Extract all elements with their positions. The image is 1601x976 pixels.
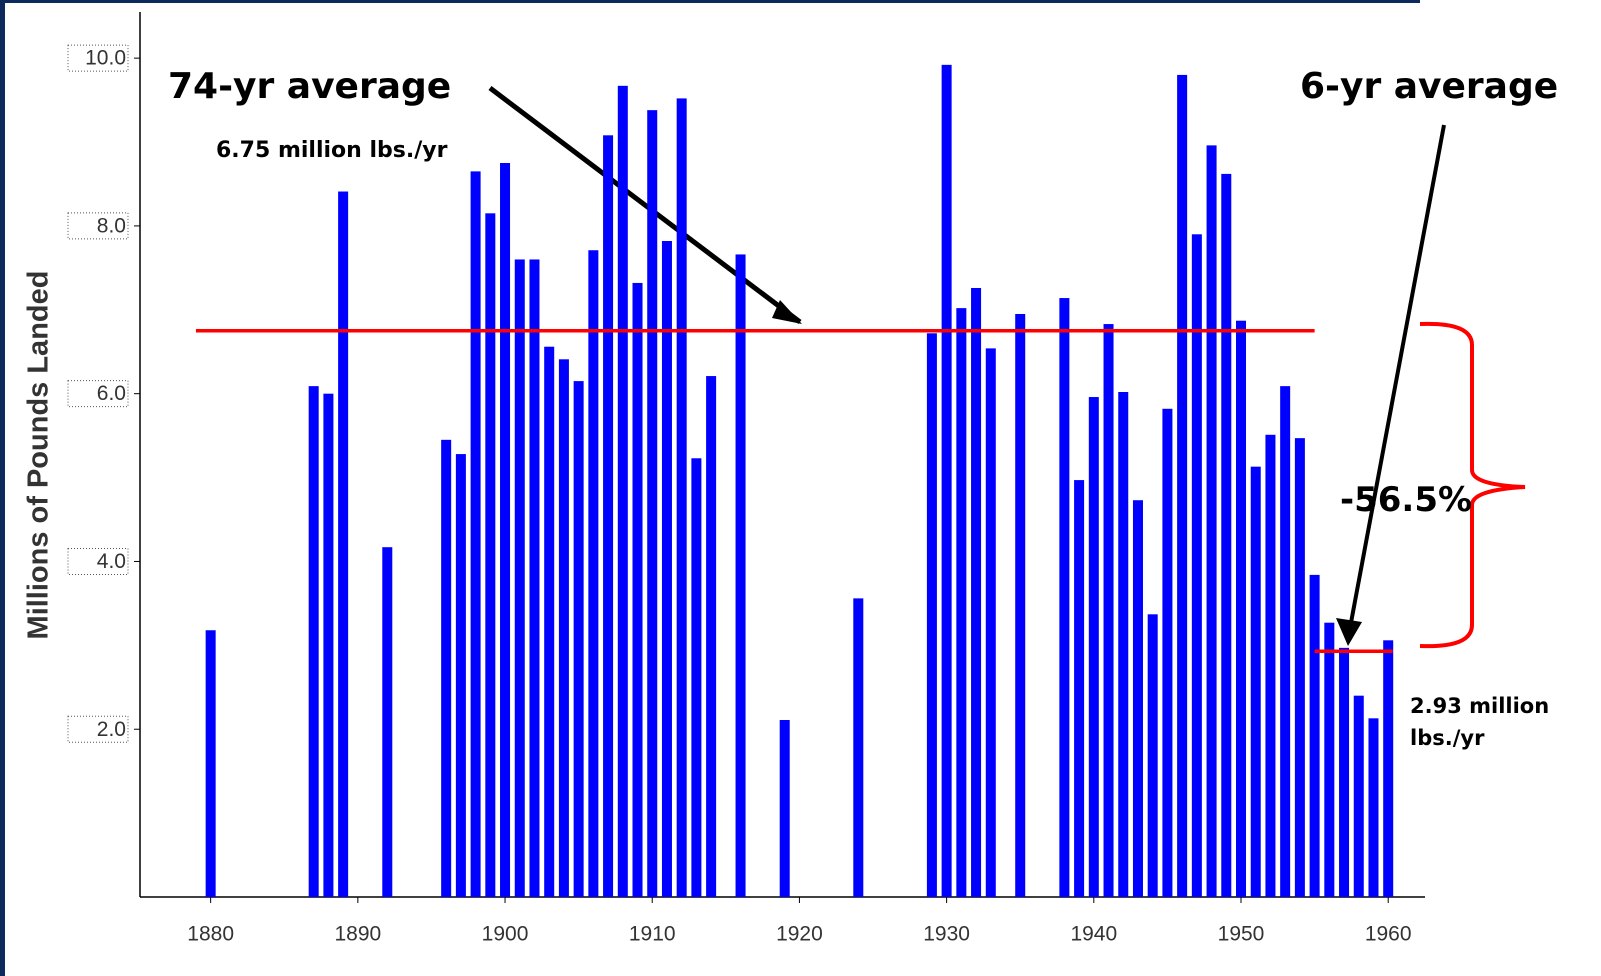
y-tick-label: 10.0 — [85, 47, 126, 70]
bar — [529, 259, 540, 897]
arrow-head — [772, 300, 802, 324]
bar — [735, 254, 746, 897]
bar — [1162, 408, 1173, 897]
bar — [941, 64, 952, 898]
bar — [926, 333, 937, 897]
bar — [676, 98, 687, 898]
bar — [323, 393, 334, 897]
bar — [1088, 397, 1099, 897]
bar — [1265, 434, 1276, 897]
bar — [691, 458, 702, 897]
x-tick-label: 1880 — [187, 923, 234, 946]
bar — [1103, 324, 1114, 897]
bar — [956, 308, 967, 897]
bar — [617, 85, 628, 898]
bar — [441, 439, 452, 897]
bar — [1368, 718, 1379, 897]
bar — [779, 720, 790, 897]
bar — [1118, 392, 1129, 897]
y-tick-box — [67, 715, 129, 743]
bar — [544, 346, 555, 897]
frame-left — [0, 0, 5, 976]
bar — [1059, 298, 1070, 897]
bar — [308, 386, 319, 897]
x-tick-label: 1900 — [482, 923, 529, 946]
y-tick-box — [67, 212, 129, 240]
bar — [382, 547, 393, 897]
annotation: 2.93 million lbs./yr — [1410, 694, 1550, 750]
x-tick-label: 1940 — [1070, 923, 1117, 946]
bar — [455, 454, 466, 897]
bar — [500, 162, 511, 898]
y-tick-label: 4.0 — [97, 550, 126, 573]
bar — [1236, 320, 1247, 897]
bar — [1280, 386, 1291, 897]
bar — [514, 259, 525, 897]
bar — [603, 135, 614, 897]
x-tick-label: 1910 — [629, 923, 676, 946]
bar — [485, 213, 496, 897]
y-tick-box — [67, 380, 129, 408]
bar — [470, 171, 481, 897]
frame-top — [0, 0, 1420, 3]
bar — [1074, 480, 1085, 897]
bar — [632, 282, 643, 897]
bar — [971, 287, 982, 897]
x-tick-label: 1930 — [923, 923, 970, 946]
arrow — [488, 86, 802, 324]
bar — [1339, 647, 1350, 897]
bar — [1132, 500, 1143, 897]
arrow — [1348, 124, 1446, 629]
y-tick-label: 2.0 — [97, 718, 126, 741]
bar — [1177, 74, 1188, 898]
bar — [853, 598, 864, 897]
x-tick-label: 1950 — [1218, 923, 1265, 946]
bar — [1324, 622, 1335, 897]
bar — [1206, 145, 1217, 897]
bar — [1015, 313, 1026, 898]
annotation: 74-yr average — [168, 66, 452, 107]
arrow-head — [1336, 618, 1362, 646]
bar — [205, 630, 216, 897]
bar — [1191, 234, 1202, 897]
bar — [1309, 574, 1320, 897]
annotation: 6-yr average — [1300, 66, 1559, 107]
y-tick-box — [67, 547, 129, 575]
y-tick-box — [67, 44, 129, 72]
bar — [573, 381, 584, 898]
bar — [661, 241, 672, 898]
x-tick-label: 1920 — [776, 923, 823, 946]
bar — [588, 250, 599, 898]
annotation: -56.5% — [1340, 480, 1473, 520]
bar — [1221, 173, 1232, 898]
y-tick-label: 8.0 — [97, 214, 126, 237]
y-axis-label: Millions of Pounds Landed — [23, 271, 55, 640]
annotation: 6.75 million lbs./yr — [216, 138, 448, 163]
bar — [1250, 466, 1261, 897]
bar — [1383, 640, 1394, 897]
bar — [985, 348, 996, 897]
bar — [338, 191, 349, 897]
x-tick-label: 1960 — [1365, 923, 1412, 946]
bar — [1147, 614, 1158, 897]
brace — [1419, 321, 1526, 649]
bar — [1294, 438, 1305, 897]
bar — [706, 376, 717, 897]
bar — [558, 359, 569, 898]
bar — [647, 110, 658, 898]
bar — [1353, 695, 1364, 897]
y-tick-label: 6.0 — [97, 382, 126, 405]
x-tick-label: 1890 — [334, 923, 381, 946]
